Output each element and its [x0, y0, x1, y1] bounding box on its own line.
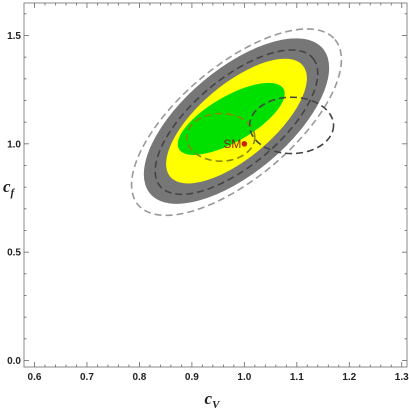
y-tick-label: 0.0 [7, 356, 21, 367]
dashed-contour-4 [248, 96, 335, 155]
plot-frame [23, 2, 408, 368]
region-inner [177, 82, 285, 155]
y-axis-label: cf [3, 177, 16, 199]
y-tick-label: 1.5 [7, 31, 21, 42]
x-tick-label: 0.7 [80, 372, 94, 383]
dashed-contour-3 [185, 112, 256, 162]
fill-layer [143, 38, 330, 204]
y-tick-label: 1.0 [7, 139, 21, 150]
x-tick-label: 1.2 [342, 372, 356, 383]
y-axis-label-main: c [3, 177, 11, 196]
y-axis-label-sub: f [11, 187, 16, 199]
x-axis-label: cV [205, 389, 222, 410]
y-tick-label: 0.5 [7, 248, 21, 259]
sm-point-marker [241, 141, 248, 147]
point-layer: SM [223, 137, 248, 151]
dashed-contour-1 [130, 28, 343, 217]
x-tick-label: 0.6 [28, 372, 42, 383]
x-tick-label: 0.8 [132, 372, 146, 383]
x-tick-label: 1.3 [395, 372, 409, 383]
tick-layer: 0.6 0.7 0.8 0.9 1.0 1.1 1.2 1.3 0.0 0.5 1.0 1.5 [7, 3, 409, 383]
dashed-layer [130, 28, 343, 217]
sm-point-label: SM [223, 137, 241, 151]
x-axis-label-main: c [205, 389, 213, 408]
dashed-contour-2 [154, 49, 319, 196]
x-tick-label: 0.9 [185, 372, 199, 383]
x-tick-label: 1.0 [237, 372, 251, 383]
x-axis-label-sub: V [212, 399, 221, 410]
x-tick-label: 1.1 [290, 372, 304, 383]
